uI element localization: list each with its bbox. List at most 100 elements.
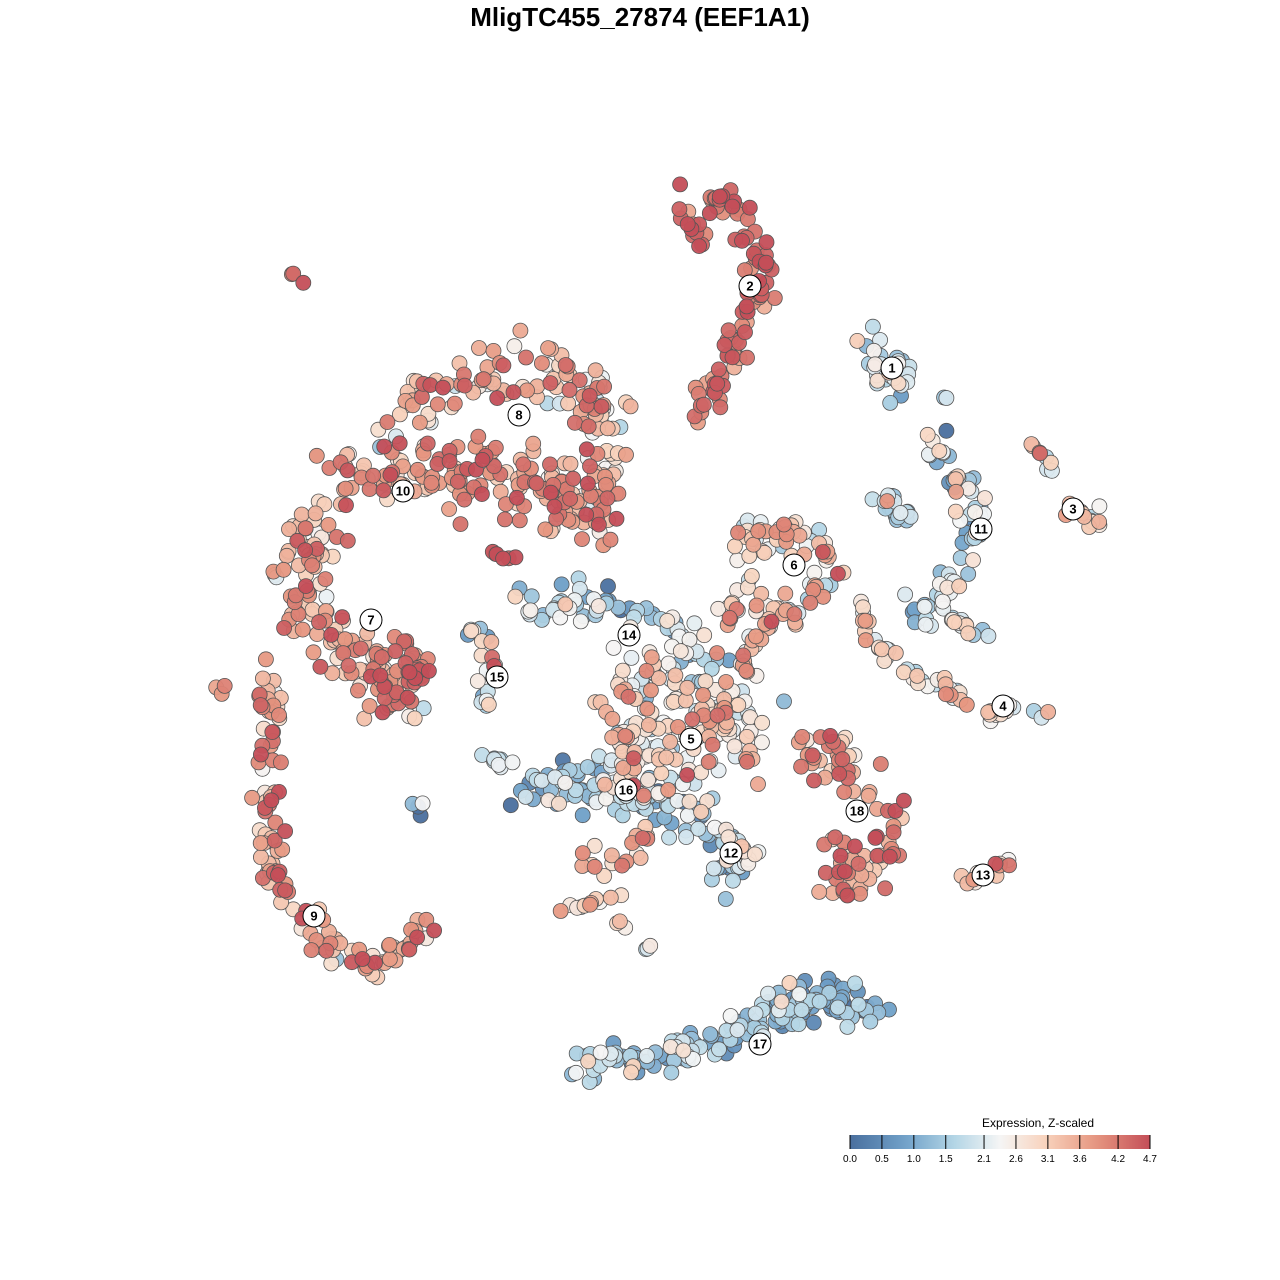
scatter-point — [860, 787, 877, 804]
cluster-label-badge — [614, 778, 638, 802]
scatter-point — [730, 697, 747, 713]
scatter-point — [897, 586, 913, 603]
cluster-label-text: 5 — [687, 732, 694, 747]
scatter-point — [741, 199, 758, 216]
scatter-point — [830, 999, 846, 1016]
scatter-point — [857, 612, 874, 629]
cluster-label-badge — [1061, 497, 1085, 521]
legend-tick-label: 2.6 — [1009, 1154, 1023, 1165]
cluster-label-badge — [391, 479, 415, 503]
scatter-point — [586, 858, 603, 875]
scatter-point — [414, 795, 431, 812]
cluster-label-text: 3 — [1069, 502, 1076, 517]
scatter-point — [295, 274, 312, 291]
scatter-point — [565, 470, 581, 487]
scatter-point — [533, 772, 550, 789]
scatter-point — [352, 640, 369, 657]
scatter-point — [593, 398, 610, 415]
scatter-point — [557, 775, 574, 791]
scatter-point — [617, 728, 634, 744]
scatter-point — [401, 941, 418, 958]
legend-tick-label: 1.0 — [907, 1154, 921, 1165]
scatter-point — [495, 357, 512, 374]
scatter-point — [847, 975, 863, 992]
scatter-point — [571, 372, 588, 389]
scatter-point — [1001, 857, 1017, 874]
scatter-point — [887, 803, 904, 819]
scatter-point — [718, 674, 734, 690]
scatter-point — [591, 516, 607, 533]
scatter-point — [777, 585, 794, 602]
scatter-point — [622, 398, 639, 415]
scatter-point — [802, 595, 819, 611]
scatter-point — [557, 357, 574, 373]
scatter-point — [804, 747, 821, 764]
scatter-point — [946, 614, 963, 631]
scatter-point — [602, 531, 619, 548]
scatter-point — [365, 467, 382, 484]
scatter-point — [561, 382, 578, 398]
scatter-point — [276, 620, 293, 636]
scatter-point — [750, 523, 767, 539]
scatter-point — [709, 707, 726, 724]
cluster-label-text: 6 — [790, 558, 797, 573]
cluster-label-badge — [782, 553, 806, 577]
legend-colorbar — [850, 1135, 1150, 1149]
scatter-point — [502, 797, 519, 814]
scatter-point — [881, 848, 898, 865]
scatter-point — [525, 435, 542, 452]
scatter-point — [312, 658, 329, 675]
scatter-point — [509, 489, 525, 506]
scatter-point — [643, 649, 660, 666]
scatter-point — [725, 872, 741, 889]
scatter-point — [600, 578, 616, 595]
scatter-point — [967, 504, 983, 520]
scatter-point — [758, 234, 775, 251]
scatter-point — [743, 568, 760, 584]
scatter-point — [435, 379, 451, 396]
scatter-point — [523, 588, 540, 605]
scatter-point — [399, 689, 416, 706]
scatter-point — [489, 390, 506, 407]
scatter-point — [678, 829, 695, 845]
scatter-point — [373, 649, 390, 666]
scatter-point — [793, 758, 809, 775]
cluster-label-badge — [719, 841, 743, 865]
scatter-point — [456, 491, 473, 508]
scatter-point — [738, 298, 755, 315]
scatter-point — [639, 700, 656, 717]
cluster-label-text: 15 — [490, 670, 504, 685]
scatter-point — [643, 682, 659, 699]
scatter-point — [684, 711, 701, 728]
scatter-point — [938, 390, 955, 406]
scatter-point — [1091, 498, 1108, 515]
scatter-point — [735, 647, 752, 664]
scatter-point — [318, 942, 335, 959]
scatter-point — [337, 480, 354, 497]
scatter-point — [551, 795, 567, 812]
scatter-point — [640, 772, 656, 788]
scatter-point — [747, 846, 763, 863]
scatter-point — [758, 254, 774, 271]
scatter-point — [596, 776, 613, 793]
scatter-point — [675, 1042, 692, 1059]
scatter-point — [297, 578, 314, 594]
scatter-point — [552, 903, 569, 919]
legend-tick-label: 0.5 — [875, 1154, 889, 1165]
cluster-label-badge — [485, 665, 509, 689]
cluster-label-badge — [969, 517, 993, 541]
scatter-point — [711, 188, 728, 205]
scatter-point — [542, 484, 559, 501]
scatter-point — [411, 414, 428, 431]
scatter-point — [805, 582, 821, 598]
scatter-point — [441, 453, 458, 470]
scatter-point — [264, 724, 281, 740]
scatter-point — [661, 829, 677, 846]
scatter-point — [710, 361, 727, 378]
scatter-point — [896, 792, 912, 809]
scatter-point — [703, 660, 720, 677]
scatter-point — [452, 516, 469, 532]
scatter-point — [361, 698, 378, 714]
scatter-point — [909, 668, 926, 684]
scatter-point — [865, 318, 881, 335]
